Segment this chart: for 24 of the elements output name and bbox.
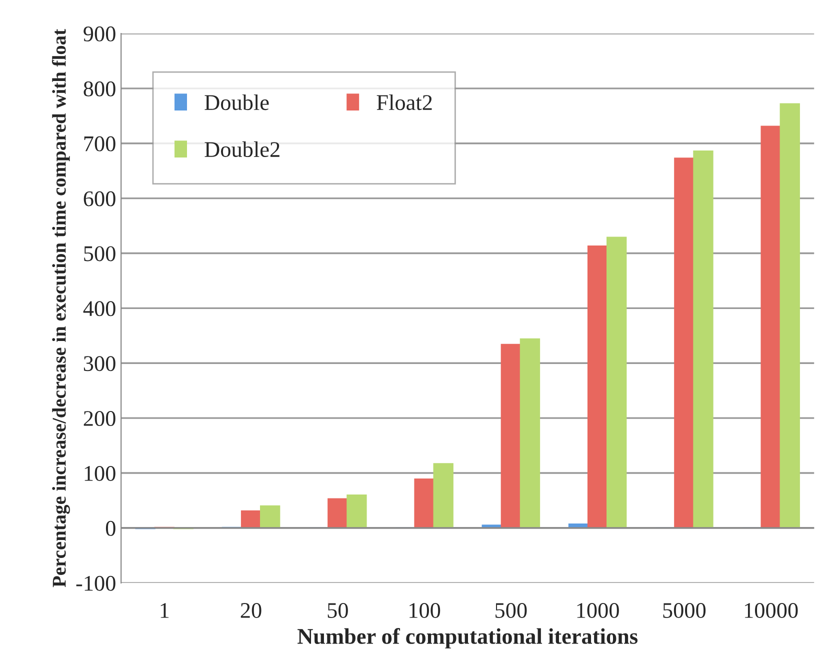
legend-label: Double xyxy=(204,94,269,110)
y-tick-label: 800 xyxy=(84,81,116,96)
x-tick-label: 20 xyxy=(240,602,262,618)
y-tick-label: 900 xyxy=(84,26,116,42)
y-tick-label: 600 xyxy=(84,191,116,206)
y-tick-label: 200 xyxy=(84,411,116,426)
legend-label: Float2 xyxy=(376,94,432,110)
y-tick-label: -100 xyxy=(76,576,116,591)
legend-label: Double2 xyxy=(204,141,280,158)
x-tick-label: 100 xyxy=(410,602,440,618)
y-tick-label: 700 xyxy=(84,136,116,152)
x-tick-label: 1000 xyxy=(577,602,619,618)
y-tick-label: 400 xyxy=(83,301,116,316)
y-tick-label: 100 xyxy=(84,466,116,481)
x-tick-label: 10000 xyxy=(744,602,798,618)
x-tick-label: 1 xyxy=(160,603,169,618)
x-tick-label: 5000 xyxy=(663,602,706,618)
y-tick-label: 300 xyxy=(84,356,116,372)
y-tick-label: 500 xyxy=(84,246,116,262)
y-axis-title: Percentage increase/decrease in execution time compared with float xyxy=(52,29,70,588)
x-tick-label: 500 xyxy=(496,602,527,618)
y-tick-label: 0 xyxy=(106,520,116,536)
x-tick-label: 50 xyxy=(328,602,348,618)
x-axis-title: Number of computational iterations xyxy=(298,628,638,648)
